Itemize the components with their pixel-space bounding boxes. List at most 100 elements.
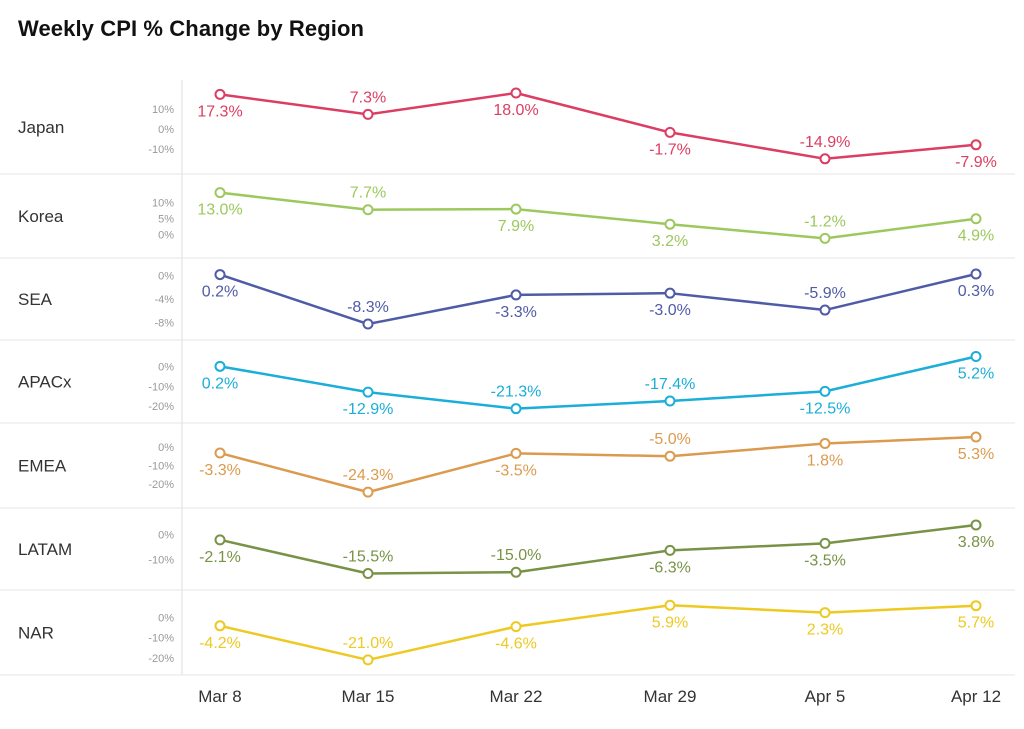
data-point[interactable]	[819, 304, 831, 316]
data-point[interactable]	[664, 218, 676, 230]
data-point[interactable]	[819, 537, 831, 549]
y-tick-label: 0%	[158, 271, 174, 283]
region-label-korea: Korea	[18, 207, 64, 226]
data-label: -12.5%	[800, 400, 851, 417]
data-point[interactable]	[510, 289, 522, 301]
data-label: 7.3%	[350, 89, 386, 106]
data-label: 17.3%	[197, 103, 242, 120]
data-point[interactable]	[664, 599, 676, 611]
y-tick-label: -20%	[148, 653, 174, 665]
data-point[interactable]	[362, 204, 374, 216]
data-point[interactable]	[510, 203, 522, 215]
x-tick-label: Mar 22	[490, 687, 543, 706]
region-label-emea: EMEA	[18, 457, 67, 476]
data-point[interactable]	[214, 620, 226, 632]
data-label: -17.4%	[645, 376, 696, 393]
data-point[interactable]	[510, 566, 522, 578]
data-label: -3.5%	[804, 552, 846, 569]
data-label: 0.3%	[958, 283, 994, 300]
data-label: 18.0%	[493, 102, 538, 119]
y-tick-label: -4%	[154, 294, 174, 306]
data-point[interactable]	[819, 438, 831, 450]
data-point[interactable]	[819, 607, 831, 619]
data-point[interactable]	[664, 450, 676, 462]
data-label: -5.0%	[649, 431, 691, 448]
y-tick-label: 10%	[152, 104, 174, 116]
series-line-emea	[219, 435, 977, 494]
data-label: -6.3%	[649, 559, 691, 576]
data-point[interactable]	[214, 187, 226, 199]
data-point[interactable]	[664, 395, 676, 407]
data-point[interactable]	[970, 519, 982, 531]
data-point[interactable]	[664, 126, 676, 138]
data-point[interactable]	[819, 232, 831, 244]
series-line-japan	[219, 91, 977, 161]
data-label: 7.9%	[498, 218, 534, 235]
data-label: -1.2%	[804, 213, 846, 230]
data-point[interactable]	[362, 318, 374, 330]
data-point[interactable]	[970, 268, 982, 280]
data-label: -8.3%	[347, 299, 389, 316]
y-tick-label: 0%	[158, 442, 174, 454]
data-point[interactable]	[819, 385, 831, 397]
y-tick-label: -20%	[148, 401, 174, 413]
data-label: -15.5%	[343, 548, 394, 565]
data-point[interactable]	[970, 600, 982, 612]
data-point[interactable]	[214, 88, 226, 100]
data-point[interactable]	[214, 447, 226, 459]
data-point[interactable]	[970, 431, 982, 443]
data-label: -7.9%	[955, 154, 997, 171]
data-point[interactable]	[214, 534, 226, 546]
data-label: 7.7%	[350, 185, 386, 202]
data-point[interactable]	[510, 447, 522, 459]
chart-title: Weekly CPI % Change by Region	[18, 16, 365, 41]
x-tick-label: Apr 12	[951, 687, 1001, 706]
data-label: -4.2%	[199, 635, 241, 652]
y-tick-label: 5%	[158, 213, 174, 225]
data-point[interactable]	[510, 87, 522, 99]
data-label: 5.7%	[958, 615, 994, 632]
data-label: -3.5%	[495, 462, 537, 479]
data-label: -3.3%	[199, 462, 241, 479]
region-label-latam: LATAM	[18, 540, 72, 559]
region-label-sea: SEA	[18, 290, 53, 309]
data-label: -1.7%	[649, 141, 691, 158]
data-label: -5.9%	[804, 285, 846, 302]
y-tick-label: 0%	[158, 612, 174, 624]
data-label: -14.9%	[800, 134, 851, 151]
data-label: 3.2%	[652, 233, 688, 250]
data-point[interactable]	[970, 213, 982, 225]
data-label: 2.3%	[807, 622, 843, 639]
data-point[interactable]	[970, 350, 982, 362]
data-point[interactable]	[510, 621, 522, 633]
data-label: 3.8%	[958, 534, 994, 551]
data-point[interactable]	[214, 360, 226, 372]
data-point[interactable]	[362, 567, 374, 579]
y-tick-label: 0%	[158, 124, 174, 136]
data-point[interactable]	[664, 544, 676, 556]
y-tick-label: -10%	[148, 461, 174, 473]
data-point[interactable]	[510, 403, 522, 415]
data-label: -4.6%	[495, 636, 537, 653]
data-label: -15.0%	[491, 547, 542, 564]
data-label: -21.0%	[343, 635, 394, 652]
series-line-korea	[219, 191, 977, 240]
data-label: -24.3%	[343, 467, 394, 484]
data-point[interactable]	[362, 654, 374, 666]
data-point[interactable]	[214, 269, 226, 281]
y-tick-label: -10%	[148, 144, 174, 156]
data-label: 1.8%	[807, 453, 843, 470]
data-point[interactable]	[819, 153, 831, 165]
data-label: -3.0%	[649, 302, 691, 319]
data-point[interactable]	[970, 139, 982, 151]
data-point[interactable]	[362, 386, 374, 398]
x-tick-label: Apr 5	[805, 687, 846, 706]
series-line-latam	[219, 523, 977, 575]
y-tick-label: 0%	[158, 530, 174, 542]
data-point[interactable]	[362, 486, 374, 498]
data-point[interactable]	[362, 108, 374, 120]
region-label-japan: Japan	[18, 118, 64, 137]
data-label: -12.9%	[343, 401, 394, 418]
data-point[interactable]	[664, 287, 676, 299]
